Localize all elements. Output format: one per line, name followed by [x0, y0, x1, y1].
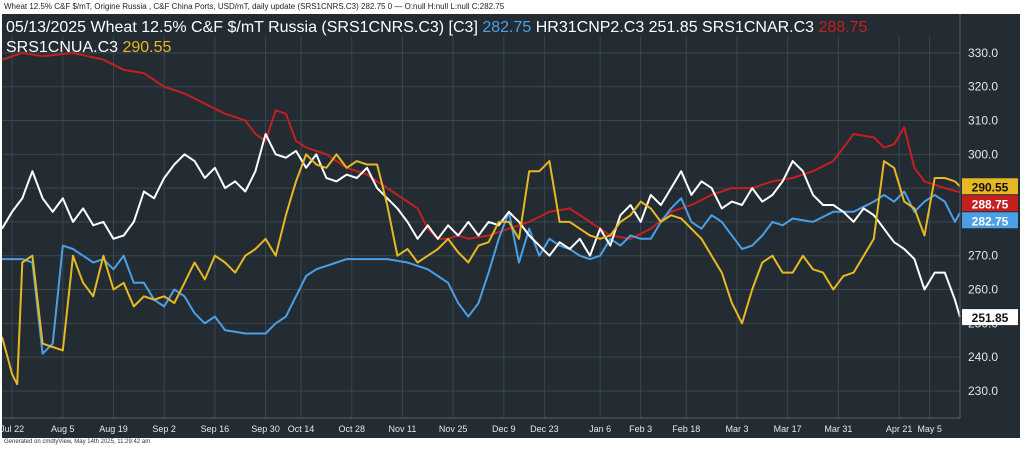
x-tick-label: Feb 3 — [629, 424, 652, 434]
title-segment: SRS1CNUA.C3 — [6, 39, 122, 56]
series-line-SRS1CNRS.C3 — [2, 190, 961, 355]
title-segment: 288.75 — [819, 19, 868, 36]
y-tick-label: 260.0 — [968, 283, 998, 297]
last-tag-bg — [962, 309, 1018, 326]
x-tick-label: Jul 22 — [2, 424, 24, 434]
chart-title-line-2: SRS1CNUA.C3 290.55 — [6, 39, 172, 56]
x-tick-label: Mar 3 — [725, 424, 748, 434]
x-tick-label: Dec 9 — [492, 424, 516, 434]
x-tick-label: Nov 11 — [389, 424, 417, 434]
window-caption: Wheat 12.5% C&F $/mT, Origine Russia , C… — [0, 0, 1024, 14]
x-tick-label: Oct 28 — [338, 424, 365, 434]
chart-title-line-1: 05/13/2025 Wheat 12.5% C&F $/mT Russia (… — [6, 19, 868, 36]
y-tick-label: 240.0 — [968, 350, 998, 364]
series-line-SRS1CNAR.C3 — [1, 51, 961, 240]
title-segment: 290.55 — [122, 39, 171, 56]
x-tick-label: Jan 6 — [589, 424, 611, 434]
x-tick-label: Aug 5 — [51, 424, 75, 434]
x-tick-label: Oct 14 — [288, 424, 315, 434]
series-lines — [1, 51, 961, 386]
y-tick-label: 320.0 — [968, 80, 998, 94]
last-tag-SRS1CNUA.C3: 290.55 — [972, 180, 1009, 194]
price-chart: Jul 22 Aug 5 Aug 19 Sep 2 Sep 16 Sep 30 Oct 14… — [0, 14, 1018, 434]
x-axis: Jul 22 Aug 5 Aug 19 Sep 2 Sep 16 Sep 30 Oct 14… — [0, 417, 960, 434]
last-tag-SRS1CNRS.C3: 282.75 — [972, 214, 1009, 228]
chart-frame: Jul 22 Aug 5 Aug 19 Sep 2 Sep 16 Sep 30 Oct 14… — [0, 14, 1020, 438]
y-tick-label: 330.0 — [968, 46, 998, 60]
x-tick-label: Mar 31 — [824, 424, 852, 434]
x-tick-label: Mar 17 — [774, 424, 802, 434]
title-segment: 05/13/2025 Wheat 12.5% C&F $/mT Russia (… — [6, 19, 482, 36]
last-value-tags: 290.55 288.75 282.75 251.85 — [962, 178, 1018, 326]
title-segment: HR31CNP2.C3 251.85 SRS1CNAR.C3 — [531, 19, 818, 36]
y-tick-label: 310.0 — [968, 114, 998, 128]
footer-generated: Generated on cmdtyView, May 14th 2025, 1… — [4, 439, 151, 445]
y-tick-label: 270.0 — [968, 249, 998, 263]
x-tick-label: Nov 25 — [439, 424, 468, 434]
last-tag-HR31CNP2.C3: 251.85 — [972, 311, 1009, 325]
y-axis: 230.0240.0250.0260.0270.0280.0290.0300.0… — [959, 14, 998, 418]
last-tag-SRS1CNAR.C3: 288.75 — [972, 197, 1009, 211]
last-tag-bg — [962, 195, 1018, 212]
series-line-HR31CNP2.C3 — [1, 133, 961, 318]
x-tick-label: Apr 21 — [886, 424, 913, 434]
last-tag-bg — [962, 178, 1018, 195]
x-tick-label: Sep 30 — [251, 424, 280, 434]
series-line-SRS1CNUA.C3 — [1, 153, 961, 386]
y-tick-label: 300.0 — [968, 147, 998, 161]
x-tick-label: May 5 — [917, 424, 942, 434]
chart-title: 05/13/2025 Wheat 12.5% C&F $/mT Russia (… — [6, 19, 868, 56]
x-tick-label: Aug 19 — [99, 424, 128, 434]
y-tick-label: 230.0 — [968, 384, 998, 398]
x-tick-label: Sep 16 — [201, 424, 230, 434]
last-tag-bg — [962, 212, 1018, 229]
grid — [2, 36, 960, 418]
x-tick-label: Dec 23 — [530, 424, 559, 434]
x-tick-label: Feb 18 — [672, 424, 700, 434]
title-segment: 282.75 — [482, 19, 531, 36]
x-tick-label: Sep 2 — [152, 424, 176, 434]
